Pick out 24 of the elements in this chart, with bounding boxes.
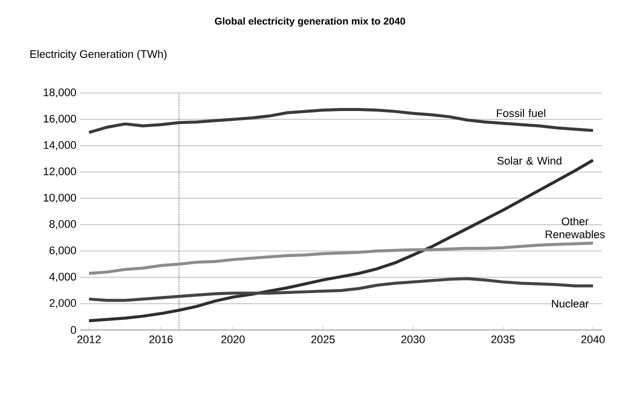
chart-title: Global electricity generation mix to 2040 xyxy=(214,17,406,27)
y-tick-label: 16,000 xyxy=(44,114,76,124)
x-tick-label: 2020 xyxy=(221,336,245,344)
series-label: Fossil fuel xyxy=(496,109,546,118)
y-tick-label: 18,000 xyxy=(44,88,76,98)
x-tick-label: 2012 xyxy=(77,336,101,344)
y-tick-label: 14,000 xyxy=(44,141,76,150)
y-tick-label: 2,000 xyxy=(50,299,76,308)
series-label: Solar & Wind xyxy=(497,156,562,165)
x-tick-label: 2025 xyxy=(311,336,335,344)
y-tick-label: 4,000 xyxy=(49,272,76,282)
x-tick-label: 2016 xyxy=(149,336,173,344)
y-axis-title: Electricity Generation (TWh) xyxy=(30,50,166,60)
series-label: Nuclear xyxy=(552,299,589,308)
y-tick-label: 8,000 xyxy=(50,220,76,230)
y-tick-label: 0 xyxy=(70,326,76,334)
x-tick-label: 2030 xyxy=(401,336,425,344)
y-tick-label: 12,000 xyxy=(44,167,76,177)
x-tick-label: 2035 xyxy=(491,336,515,344)
line-series xyxy=(88,242,595,275)
y-tick-label: 10,000 xyxy=(44,194,76,203)
y-tick-label: 6,000 xyxy=(50,246,76,256)
series-label: Other Renewables xyxy=(546,217,605,238)
x-tick-label: 2040 xyxy=(581,336,605,344)
